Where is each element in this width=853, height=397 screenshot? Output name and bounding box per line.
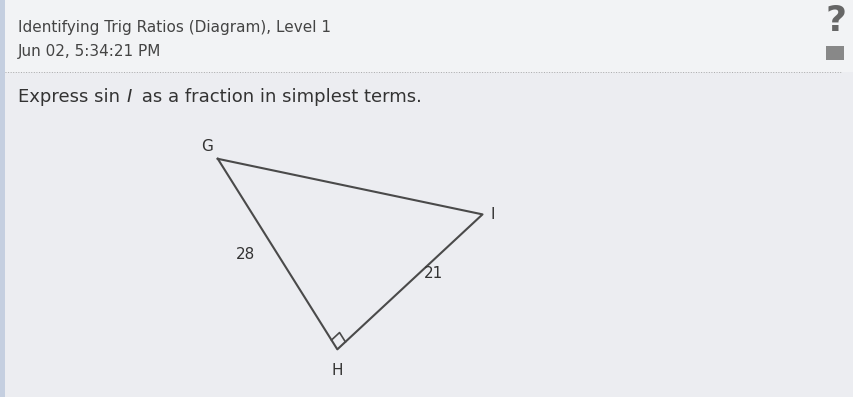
Text: as a fraction in simplest terms.: as a fraction in simplest terms. (136, 88, 421, 106)
Text: G: G (200, 139, 212, 154)
Text: Express sin: Express sin (18, 88, 125, 106)
Text: Jun 02, 5:34:21 PM: Jun 02, 5:34:21 PM (18, 44, 161, 59)
Text: 28: 28 (236, 247, 255, 262)
Text: Identifying Trig Ratios (Diagram), Level 1: Identifying Trig Ratios (Diagram), Level… (18, 20, 331, 35)
Text: ?: ? (825, 4, 845, 38)
Text: H: H (331, 363, 343, 378)
Text: 21: 21 (423, 266, 443, 281)
Bar (5, 0, 853, 72)
Bar (5, 72, 853, 397)
Bar (825, 46, 843, 60)
Text: $I$: $I$ (126, 88, 133, 106)
Text: I: I (490, 207, 495, 222)
Bar (0, 0, 5, 397)
